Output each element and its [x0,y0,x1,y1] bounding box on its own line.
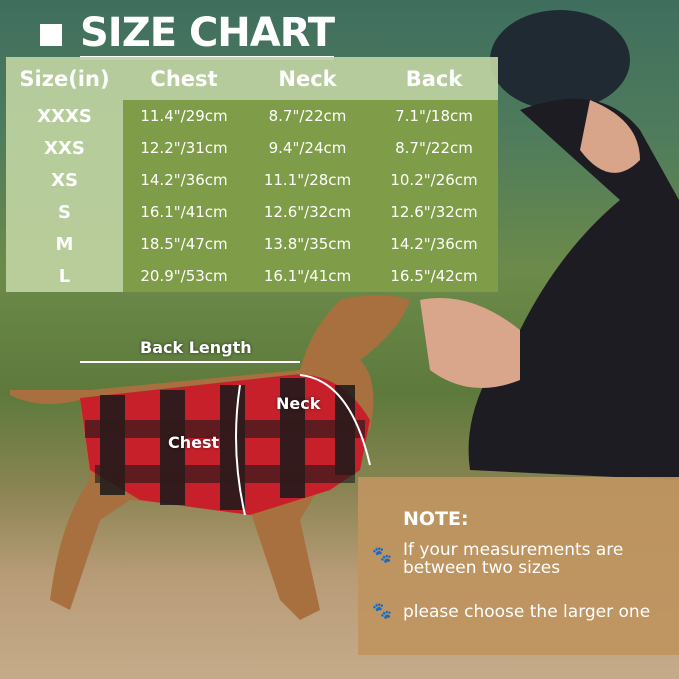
header-size: Size(in) [6,57,123,100]
note-item: If your measurements are between two siz… [403,540,624,578]
size-cell: XXXS [37,105,92,127]
title-square-icon [40,24,62,46]
woman-face [580,100,640,173]
back-length-label: Back Length [140,338,252,357]
measurement-cell: 11.1"/28cm [263,171,352,189]
size-cell: L [58,265,71,287]
measurement-cell: 16.1"/41cm [263,267,352,285]
measurement-cell: 8.7"/22cm [268,107,347,125]
measurement-cell: 16.5"/42cm [390,267,478,285]
measurement-cell: 14.2"/36cm [140,171,228,189]
size-cell: XXS [44,137,85,159]
size-column-bg [6,100,123,292]
measurement-cell: 12.6"/32cm [390,203,478,221]
measurement-cell: 12.6"/32cm [263,203,352,221]
measurement-cell: 7.1"/18cm [395,107,473,125]
paw-icon: 🐾 [372,545,392,564]
table-body-bg [123,100,498,292]
measurement-cell: 13.8"/35cm [263,235,352,253]
header-chest: Chest [123,57,245,100]
woman-cap [490,10,630,110]
size-table: Size(in) Chest Neck Back XXXS 11.4"/29cm 8… [6,57,498,292]
measurement-cell: 8.7"/22cm [395,139,473,157]
woman-hands [420,298,520,388]
measurement-cell: 18.5"/47cm [140,235,228,253]
chest-label: Chest [168,433,220,452]
measurement-cell: 9.4"/24cm [268,139,347,157]
note-item: please choose the larger one [403,602,651,622]
measurement-cell: 20.9"/53cm [140,267,228,285]
paw-icon: 🐾 [372,601,392,620]
chest-arrow [235,384,246,516]
note-box: NOTE: 🐾 If your measurements are between… [358,477,679,655]
measurement-cell: 10.2"/26cm [390,171,478,189]
measurement-cell: 16.1"/41cm [140,203,228,221]
page-title: SIZE CHART [80,10,335,60]
neck-label: Neck [276,394,321,413]
header-back: Back [370,57,498,100]
woman-figure [468,98,679,480]
note-heading: NOTE: [403,508,469,530]
measurement-cell: 12.2"/31cm [140,139,228,157]
header-neck: Neck [245,57,370,100]
neck-arrow [299,374,371,466]
size-cell: XS [51,169,78,191]
size-cell: S [58,201,71,223]
measurement-cell: 11.4"/29cm [140,107,228,125]
measurement-cell: 14.2"/36cm [390,235,478,253]
size-cell: M [55,233,74,255]
